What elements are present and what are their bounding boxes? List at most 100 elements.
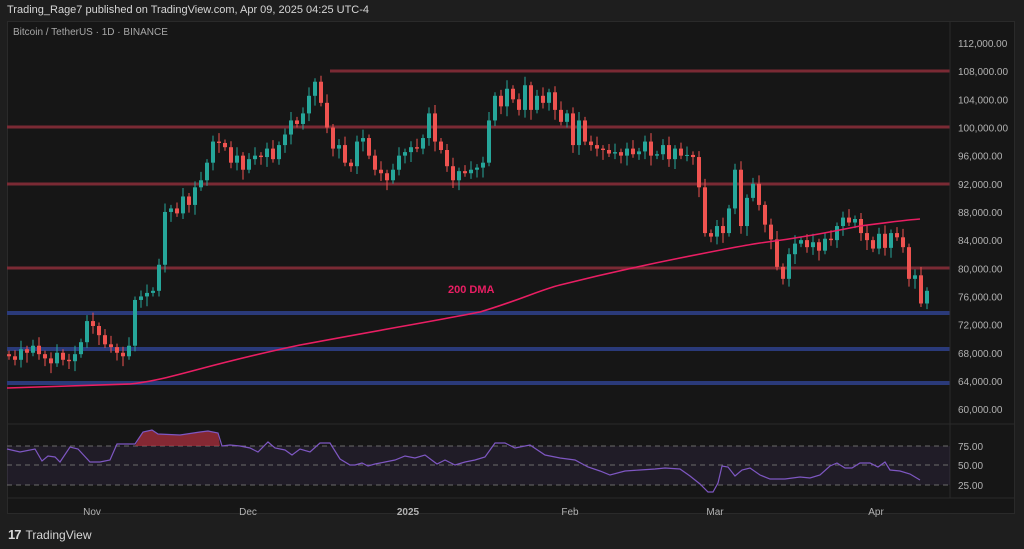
candle (115, 347, 119, 353)
candle (265, 148, 269, 158)
candle (913, 275, 917, 279)
candle (901, 237, 905, 248)
candle (253, 155, 257, 160)
candle (505, 88, 509, 107)
candle (319, 81, 323, 103)
candle (121, 352, 125, 357)
candle (271, 148, 275, 160)
candle (787, 254, 791, 279)
candle (751, 183, 755, 198)
candle (235, 155, 239, 163)
candle (847, 217, 851, 223)
resistance-levels (7, 69, 950, 270)
candle (511, 88, 515, 100)
candle (139, 296, 143, 300)
time-tick: 2025 (397, 507, 420, 518)
candle (37, 345, 41, 355)
time-tick: Mar (706, 507, 724, 518)
time-tick: Dec (239, 507, 257, 518)
candle (55, 352, 59, 364)
candle (523, 85, 527, 110)
candle (217, 141, 221, 143)
candle (97, 326, 101, 336)
candle (145, 292, 149, 297)
candle (907, 247, 911, 279)
candle (109, 344, 113, 348)
candle (229, 147, 233, 163)
candle (289, 120, 293, 135)
candle (697, 157, 701, 188)
candle (463, 171, 467, 174)
rsi-overbought-fill (135, 430, 220, 446)
candle (565, 113, 569, 122)
candle (457, 171, 461, 181)
candle (469, 169, 473, 174)
time-tick: Apr (868, 507, 884, 518)
candle (325, 102, 329, 128)
candle (175, 208, 179, 214)
rsi-tick: 25.00 (958, 481, 983, 492)
candle (547, 92, 551, 103)
candle (379, 169, 383, 174)
candle (745, 197, 749, 227)
candle (925, 290, 929, 304)
candle (367, 138, 371, 156)
candle (919, 275, 923, 304)
candle (661, 145, 665, 155)
candle (541, 95, 545, 103)
candle (871, 240, 875, 249)
candle (61, 352, 65, 360)
candle (277, 145, 281, 160)
candle (349, 162, 353, 167)
candle (475, 167, 479, 170)
candle (259, 155, 263, 158)
rsi-tick: 50.00 (958, 461, 983, 472)
candle (865, 233, 869, 241)
candle (781, 266, 785, 279)
candle (607, 150, 611, 154)
candle (775, 239, 779, 267)
price-tick: 88,000.00 (958, 208, 1003, 219)
candlesticks (7, 75, 929, 374)
candle (199, 180, 203, 188)
time-tick: Nov (83, 507, 101, 518)
candle (577, 120, 581, 146)
candle (157, 264, 161, 291)
price-tick: 64,000.00 (958, 377, 1003, 388)
price-tick: 60,000.00 (958, 405, 1003, 416)
candle (499, 95, 503, 107)
candle (793, 243, 797, 255)
candle (583, 120, 587, 142)
candle (85, 321, 89, 343)
candle (133, 299, 137, 346)
candle (553, 92, 557, 110)
time-axis: Nov Dec 2025 Feb Mar Apr (83, 507, 884, 518)
candle (181, 196, 185, 214)
price-tick: 84,000.00 (958, 236, 1003, 247)
candle (613, 152, 617, 154)
candle (481, 162, 485, 168)
candle (187, 196, 191, 205)
candle (817, 242, 821, 251)
candle (421, 138, 425, 149)
candle (451, 166, 455, 181)
candle (91, 321, 95, 327)
candle (763, 204, 767, 225)
candle (241, 155, 245, 170)
price-axis: 112,000.00 108,000.00 104,000.00 100,000.00… (958, 39, 1008, 416)
candle (799, 240, 803, 244)
dma-200-line (6, 218, 921, 389)
candle (721, 226, 725, 234)
footer-brand[interactable]: 17 TradingView (8, 527, 92, 542)
candle (811, 242, 815, 248)
symbol-title: Bitcoin / TetherUS · 1D · BINANCE (13, 27, 168, 38)
candle (403, 152, 407, 156)
candle (193, 187, 197, 205)
candle (373, 155, 377, 170)
candle (283, 134, 287, 146)
rsi-line (6, 429, 921, 493)
time-tick: Feb (561, 507, 579, 518)
candle (73, 354, 77, 362)
candle (739, 169, 743, 227)
